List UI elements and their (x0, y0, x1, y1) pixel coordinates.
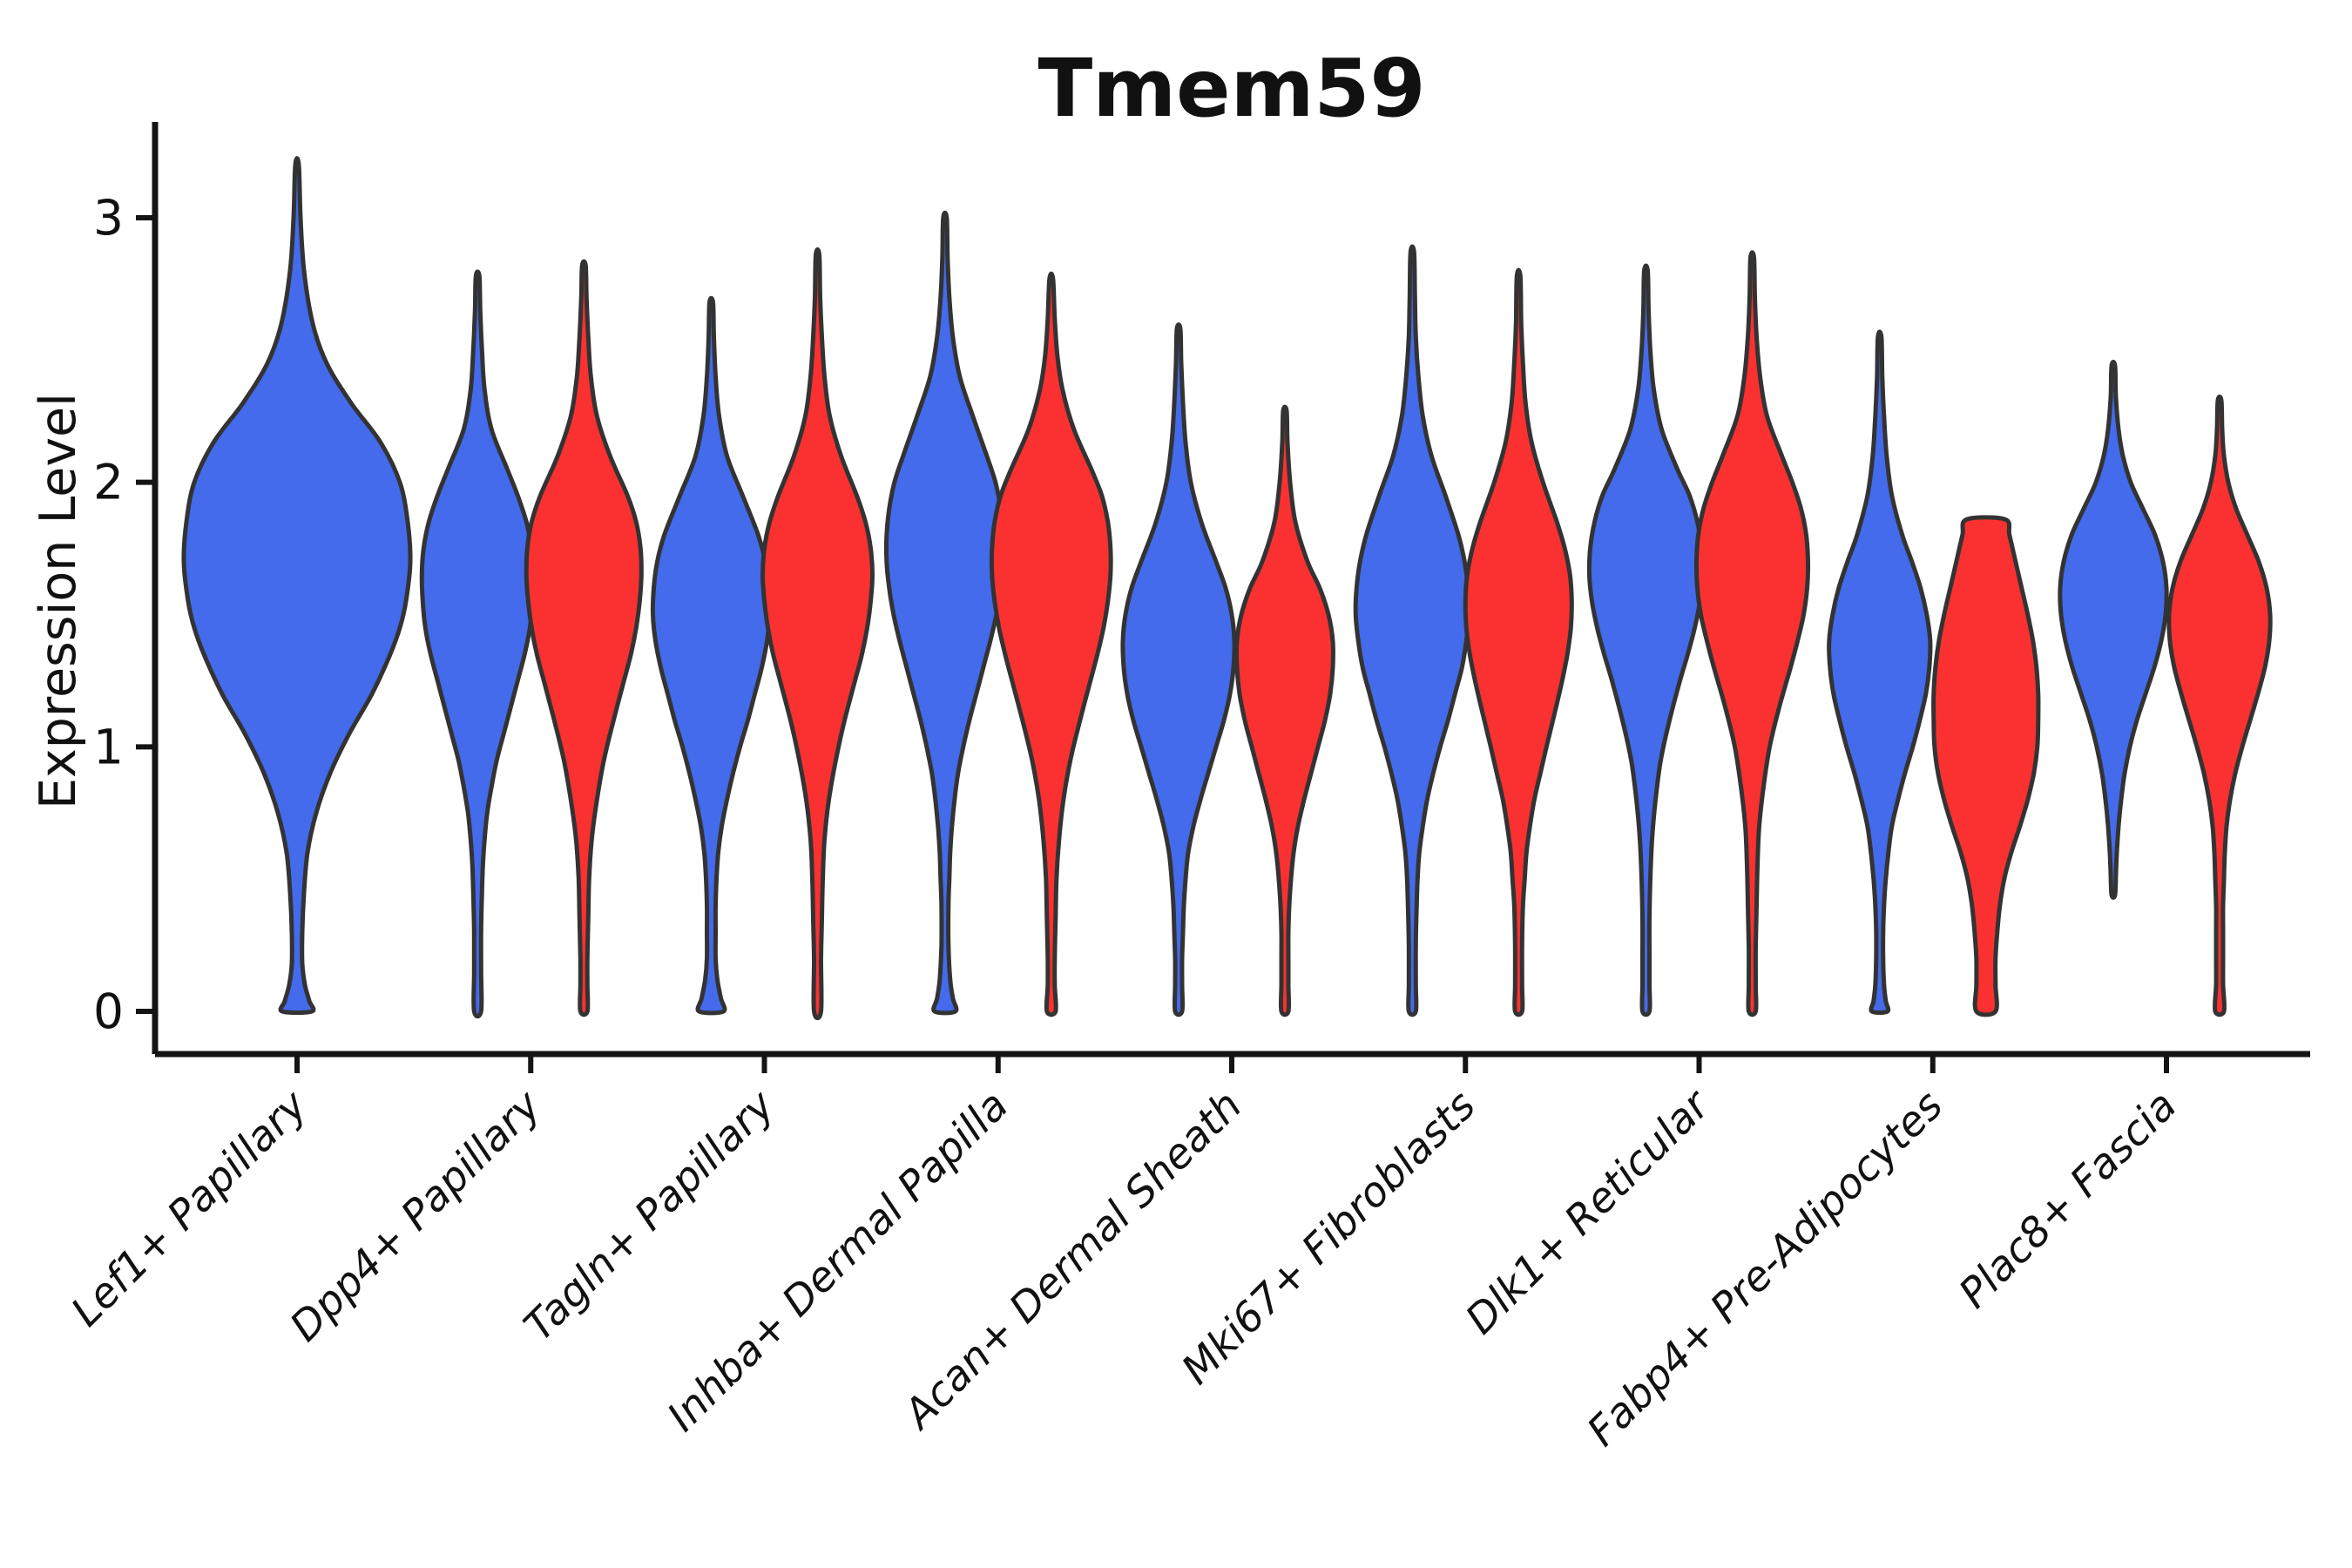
x-tick-label-7: Dlk1+ Reticular (1456, 1080, 1720, 1344)
y-tick-label: 3 (93, 190, 124, 246)
x-tick-label-9: Plac8+ Fascia (1950, 1082, 2186, 1318)
violin-2-red (760, 247, 875, 1021)
violin-4-blue (1120, 322, 1237, 1017)
violin-3-blue (883, 210, 1006, 1016)
violin-2-blue (650, 295, 773, 1016)
x-tick-label-1: Lef1+ Papillary (62, 1081, 317, 1336)
violin-8-red (2166, 394, 2273, 1017)
violin-4-red (1234, 404, 1335, 1017)
violin-1-red (524, 259, 644, 1017)
x-tick-label-3: Tagln+ Papillary (515, 1081, 785, 1351)
chart-title: Tmem59 (1038, 42, 1426, 135)
violin-7-red (1931, 515, 2041, 1017)
x-tick-label-2: Dpp4+ Papillary (281, 1081, 551, 1351)
violin-3-red (989, 271, 1113, 1017)
y-tick-label: 0 (93, 983, 124, 1039)
violin-6-blue (1586, 263, 1706, 1017)
violin-8-blue (2058, 360, 2169, 900)
violin-5-red (1463, 267, 1574, 1017)
axes-layer (136, 122, 2310, 1073)
violin-5-blue (1353, 244, 1471, 1017)
violin-7-blue (1827, 329, 1933, 1015)
violin-0-blue (181, 156, 413, 1015)
y-tick-label: 1 (93, 719, 124, 774)
y-axis-label: Expression Level (30, 393, 87, 809)
violin-6-red (1693, 250, 1811, 1017)
violins-layer (181, 156, 2273, 1021)
y-tick-label: 2 (93, 455, 124, 510)
violin-1-blue (419, 269, 536, 1019)
